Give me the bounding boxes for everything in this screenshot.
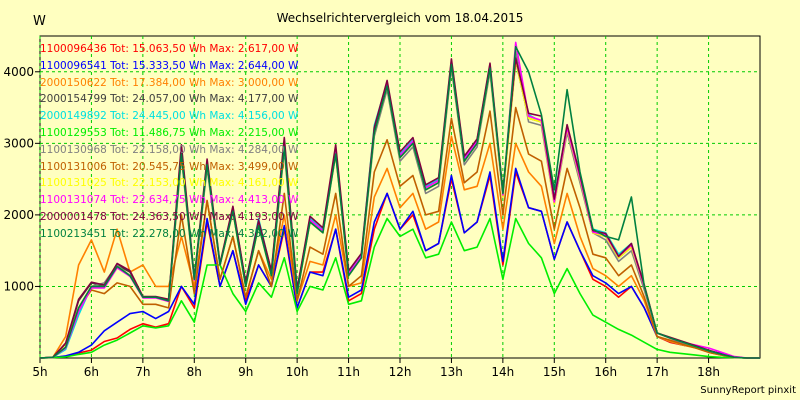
x-tick-label: 10h <box>286 365 309 379</box>
x-tick-label: 8h <box>187 365 202 379</box>
legend-entry: 2000149892 Tot: 24.445,00 Wh Max: 4.156,… <box>40 110 299 123</box>
y-tick-label: 3000 <box>3 136 34 150</box>
y-axis-label: W <box>33 14 46 29</box>
series-line-2 <box>39 167 760 359</box>
legend-entry: 1100131006 Tot: 20.545,75 Wh Max: 3.499,… <box>40 160 299 173</box>
x-tick-label: 11h <box>337 365 360 379</box>
y-tick-label: 1000 <box>3 279 34 293</box>
y-tick-label: 2000 <box>3 208 34 222</box>
series-line-8 <box>39 106 760 359</box>
legend-entry: 1100131074 Tot: 22.634,75 Wh Max: 4.413,… <box>40 194 299 207</box>
legend-entry: 1100130968 Tot: 22.158,00 Wh Max: 4.284,… <box>40 143 299 156</box>
legend-entry: 2000154799 Tot: 24.057,00 Wh Max: 4.177,… <box>40 93 299 106</box>
x-tick-label: 18h <box>697 365 720 379</box>
credit-text: SunnyReport pinxit <box>700 385 796 396</box>
x-tick-label: 14h <box>491 365 514 379</box>
x-tick-label: 12h <box>389 365 412 379</box>
series-line-11 <box>39 57 760 359</box>
legend-entry: 2000001478 Tot: 24.363,50 Wh Max: 4.193,… <box>40 210 299 223</box>
legend-entry: 1100129553 Tot: 11.486,75 Wh Max: 2.215,… <box>40 126 299 139</box>
series-line-3 <box>39 135 760 359</box>
legend-entry: 1100096436 Tot: 15.063,50 Wh Max: 2.617,… <box>40 43 299 55</box>
x-tick-label: 16h <box>594 365 617 379</box>
series-line-12 <box>39 45 760 359</box>
legend: 1100096436 Tot: 15.063,50 Wh Max: 2.617,… <box>40 41 298 243</box>
series-line-6 <box>39 217 760 359</box>
x-tick-label: 15h <box>543 365 566 379</box>
x-tick-label: 13h <box>440 365 463 379</box>
legend-entry: 1100213451 Tot: 22.278,00 Wh Max: 4.352,… <box>40 227 299 240</box>
legend-entry: 1100096541 Tot: 15.333,50 Wh Max: 2.644,… <box>40 59 299 72</box>
x-tick-label: 6h <box>84 365 99 379</box>
legend-entry: 1100131025 Tot: 22.153,00 Wh Max: 4.161,… <box>40 177 299 190</box>
legend-entry: 2000150622 Tot: 17.384,00 Wh Max: 3.000,… <box>40 76 299 89</box>
x-tick-label: 5h <box>32 365 47 379</box>
chart-title: Wechselrichtervergleich vom 18.04.2015 <box>276 11 524 25</box>
x-tick-label: 7h <box>135 365 150 379</box>
y-tick-label: 4000 <box>3 65 34 79</box>
x-tick-label: 17h <box>646 365 669 379</box>
x-tick-label: 9h <box>238 365 253 379</box>
